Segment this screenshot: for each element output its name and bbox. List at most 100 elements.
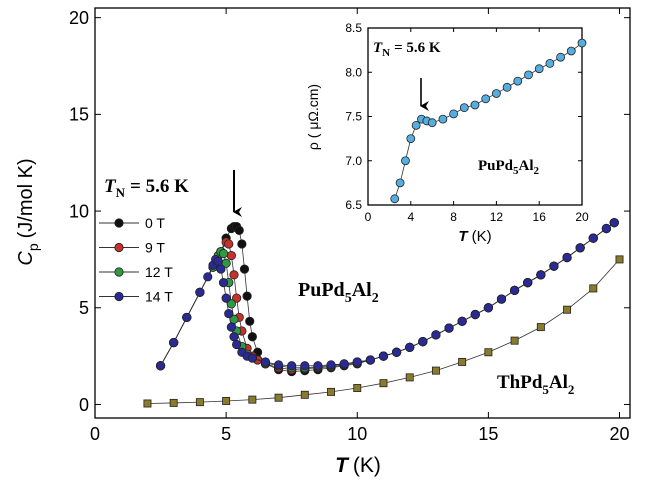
data-point <box>401 157 409 165</box>
data-point <box>497 295 505 303</box>
data-point <box>419 337 427 345</box>
y-tick-label: 7.5 <box>345 110 362 124</box>
legend-marker <box>115 268 123 276</box>
data-point <box>432 367 439 374</box>
x-tick-label: 0 <box>365 210 372 224</box>
data-point <box>248 354 256 362</box>
y-tick-label: 20 <box>69 8 89 28</box>
data-point <box>503 83 511 91</box>
data-point <box>204 273 212 281</box>
legend-label: 14 T <box>145 289 173 305</box>
data-point <box>406 374 413 381</box>
data-point <box>219 278 227 286</box>
data-point <box>492 89 500 97</box>
data-point <box>169 338 177 346</box>
data-point <box>340 360 348 368</box>
data-point <box>275 394 282 401</box>
data-point <box>249 396 256 403</box>
y-tick-label: 7.0 <box>345 154 362 168</box>
data-point <box>219 249 227 257</box>
data-point <box>240 265 248 273</box>
data-point <box>557 53 565 61</box>
data-point <box>301 362 309 370</box>
data-point <box>353 358 361 366</box>
data-point <box>196 399 203 406</box>
data-point <box>525 71 533 79</box>
data-point <box>246 317 254 325</box>
data-point <box>230 271 238 279</box>
data-point <box>471 101 479 109</box>
inset-x-axis-label: T(K) <box>458 228 491 245</box>
data-point <box>391 195 399 203</box>
y-tick-label: 15 <box>69 105 89 125</box>
data-point <box>546 59 554 67</box>
legend-marker <box>115 219 123 227</box>
data-point <box>248 333 256 341</box>
data-point <box>407 135 415 143</box>
legend-marker <box>115 292 123 300</box>
data-point <box>223 397 230 404</box>
x-tick-label: 20 <box>575 210 589 224</box>
data-point <box>459 358 466 365</box>
data-point <box>406 343 414 351</box>
data-point <box>392 348 400 356</box>
legend-marker <box>115 243 123 251</box>
figure: 05101520051015200 T9 T12 T14 T 048121620… <box>0 0 648 484</box>
data-point <box>458 317 466 325</box>
legend-label: 9 T <box>145 240 165 256</box>
data-point <box>354 384 361 391</box>
data-point <box>287 362 295 370</box>
data-point <box>578 39 586 47</box>
y-tick-label: 6.5 <box>345 198 362 212</box>
x-tick-label: 4 <box>407 210 414 224</box>
data-point <box>445 324 453 332</box>
x-tick-label: 8 <box>450 210 457 224</box>
data-point <box>589 234 597 242</box>
x-tick-label: 5 <box>221 424 231 444</box>
data-point <box>156 362 164 370</box>
data-point <box>450 110 458 118</box>
data-point <box>439 115 447 123</box>
data-point <box>243 292 251 300</box>
data-point <box>327 388 334 395</box>
data-point <box>314 362 322 370</box>
data-point <box>301 391 308 398</box>
data-point <box>327 361 335 369</box>
data-point <box>524 278 532 286</box>
data-point <box>380 380 387 387</box>
data-point <box>196 288 204 296</box>
x-tick-label: 0 <box>90 424 100 444</box>
data-point <box>471 310 479 318</box>
data-point <box>485 349 492 356</box>
data-point <box>366 356 374 364</box>
x-tick-label: 15 <box>478 424 498 444</box>
data-point <box>537 324 544 331</box>
x-tick-label: 20 <box>609 424 629 444</box>
y-axis-label: Cp(J/mol K) <box>15 158 41 265</box>
y-tick-label: 5 <box>79 298 89 318</box>
y-tick-label: 10 <box>69 201 89 221</box>
data-point <box>550 262 558 270</box>
x-axis-label: T(K) <box>335 454 381 477</box>
data-point <box>183 313 191 321</box>
data-point <box>227 323 235 331</box>
data-point <box>428 119 436 127</box>
data-point <box>514 77 522 85</box>
data-point <box>563 306 570 313</box>
x-tick-label: 12 <box>490 210 504 224</box>
y-tick-label: 8.0 <box>345 65 362 79</box>
legend-label: 0 T <box>145 215 165 231</box>
data-point <box>567 47 575 55</box>
data-point <box>563 253 571 261</box>
data-point <box>511 337 518 344</box>
data-point <box>217 265 225 273</box>
data-point <box>227 251 235 259</box>
data-point <box>274 361 282 369</box>
data-point <box>602 224 610 232</box>
data-point <box>222 294 230 302</box>
y-tick-label: 0 <box>79 395 89 415</box>
data-point <box>576 244 584 252</box>
data-point <box>535 65 543 73</box>
legend-label: 12 T <box>145 264 173 280</box>
data-point <box>261 358 269 366</box>
